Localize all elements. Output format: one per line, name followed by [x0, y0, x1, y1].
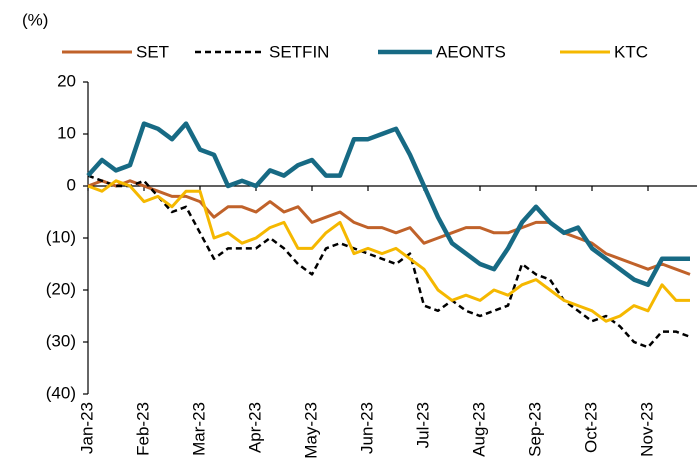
line-series: [87, 179, 691, 276]
x-tick-label: Oct-23: [581, 402, 600, 453]
legend-label: SETFIN: [269, 42, 329, 61]
x-tick-label: Mar-23: [189, 402, 208, 456]
y-tick-label: (30): [46, 331, 76, 350]
x-tick-label: Aug-23: [469, 402, 488, 457]
x-tick-label: Apr-23: [245, 402, 264, 453]
x-tick-label: Jan-23: [77, 402, 96, 454]
y-tick-label: 20: [57, 71, 76, 90]
y-tick-label: 0: [67, 175, 76, 194]
line-series: [87, 174, 691, 349]
legend-label: AEONTS: [436, 42, 506, 61]
y-tick-label: (20): [46, 279, 76, 298]
x-tick-label: Jul-23: [413, 402, 432, 448]
y-tick-label: (10): [46, 227, 76, 246]
x-tick-label: May-23: [301, 402, 320, 459]
line-series: [86, 121, 690, 288]
legend-label: KTC: [614, 42, 648, 61]
legend-label: SET: [136, 42, 169, 61]
x-tick-label: Nov-23: [637, 402, 656, 457]
x-tick-label: Sep-23: [525, 402, 544, 457]
y-tick-label: (40): [46, 383, 76, 402]
x-tick-label: Jun-23: [357, 402, 376, 454]
y-axis-label: (%): [22, 10, 48, 29]
line-series: [87, 179, 690, 323]
y-tick-label: 10: [57, 123, 76, 142]
x-tick-label: Feb-23: [133, 402, 152, 456]
